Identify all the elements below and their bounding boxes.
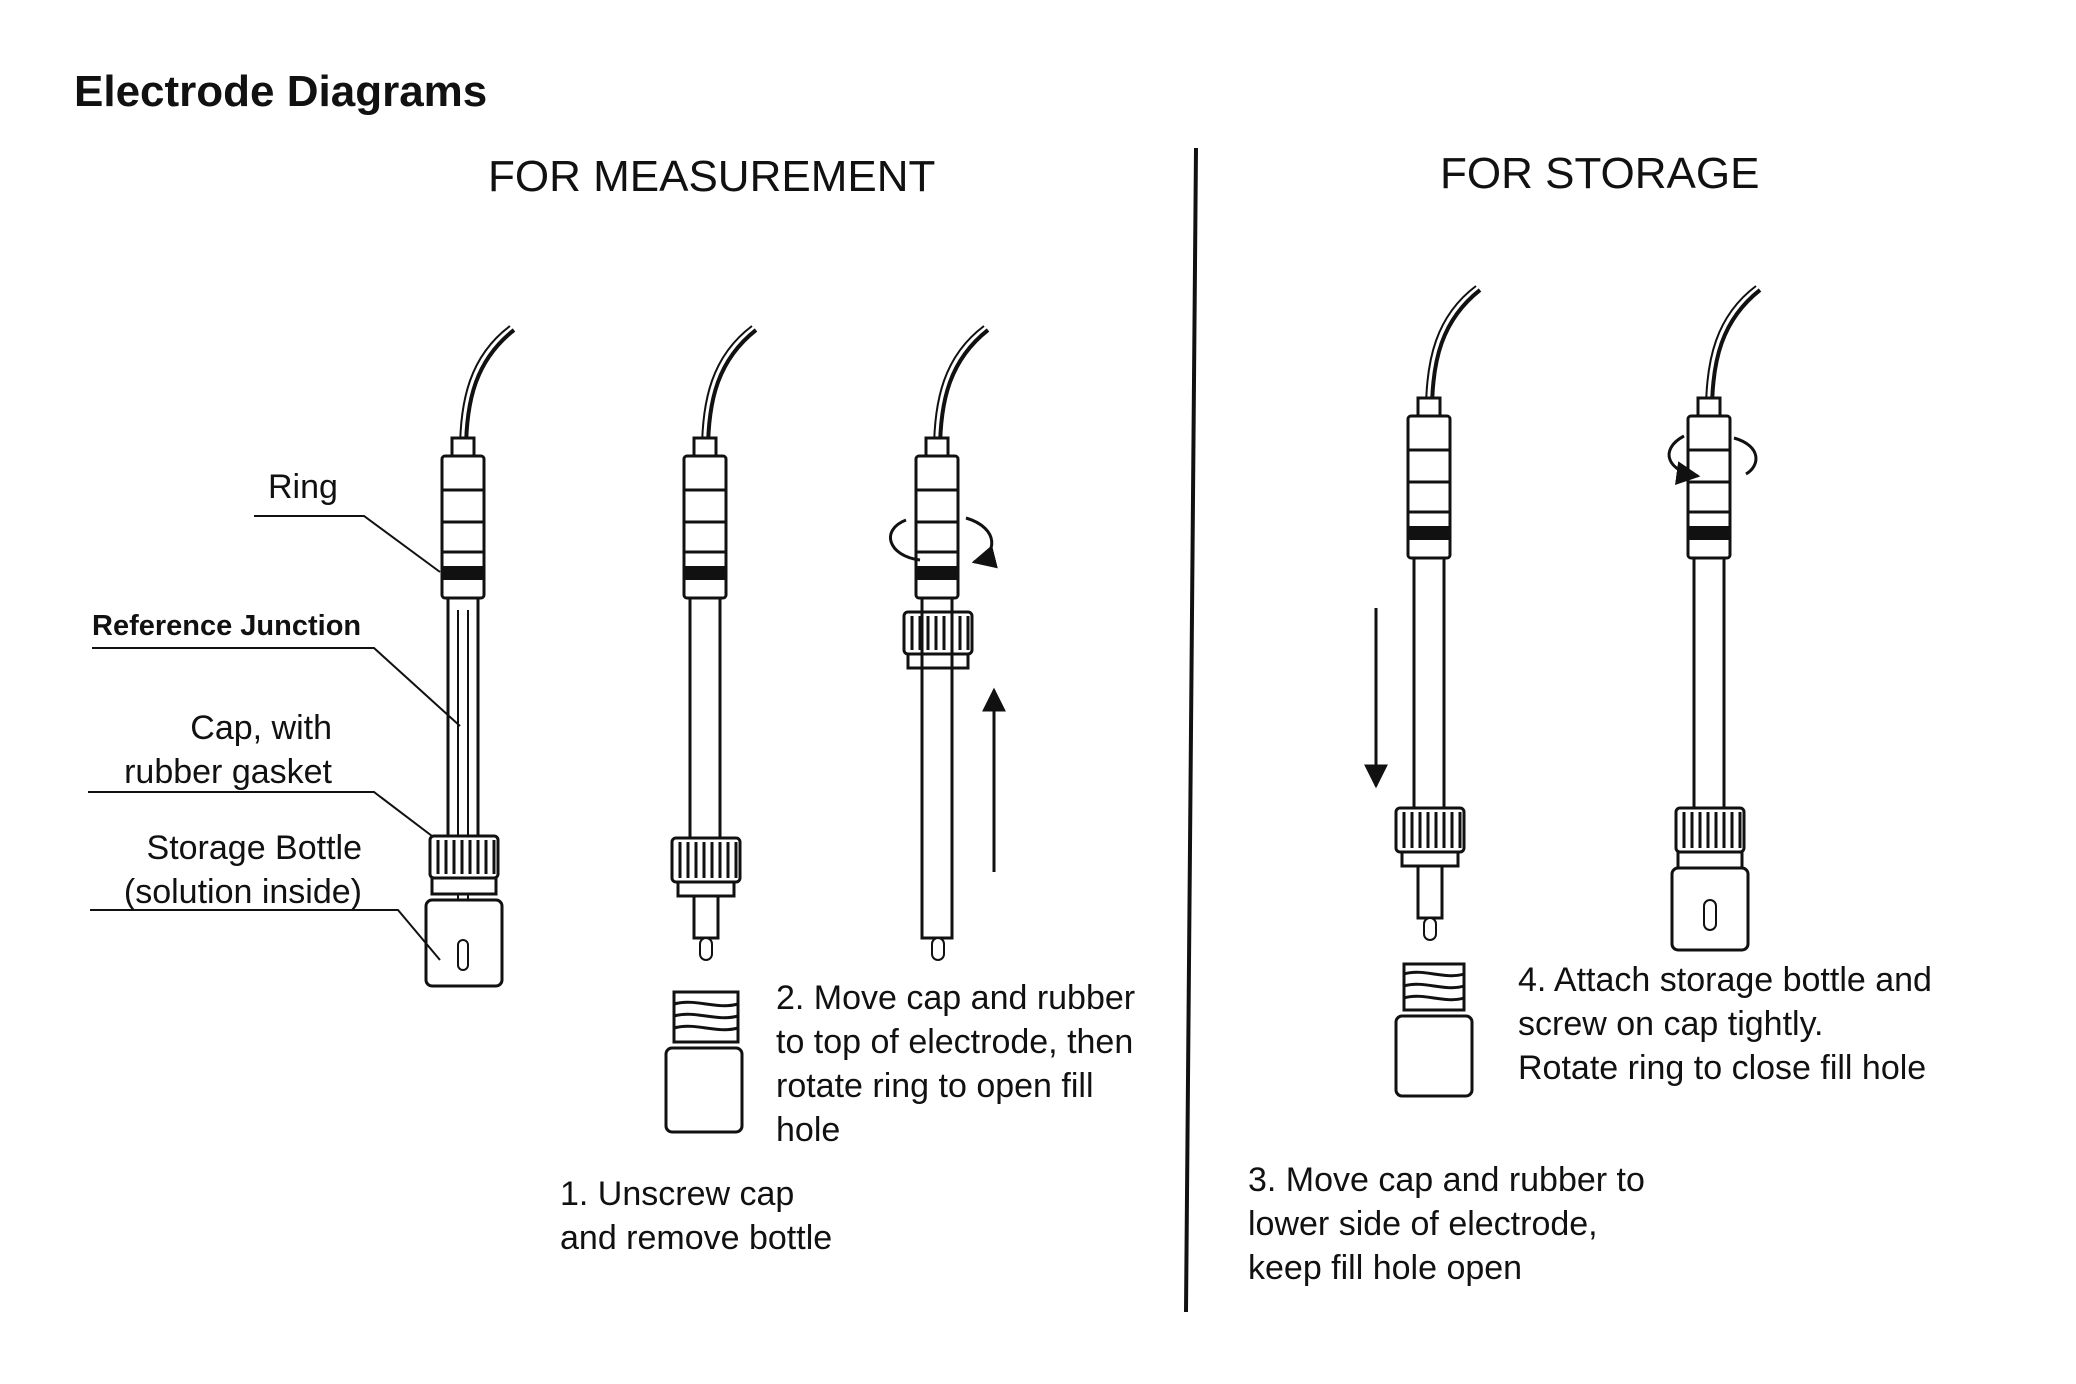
step-1-text: 1. Unscrew cap and remove bottle bbox=[560, 1175, 833, 1257]
reference-junction-label: Reference Junction bbox=[92, 610, 362, 642]
storage-bottle-detached bbox=[1394, 962, 1474, 1098]
page-title: Electrode Diagrams bbox=[74, 67, 488, 116]
rotate-arrow-icon bbox=[1667, 434, 1701, 486]
storage-bottle-label: Storage Bottle (solution inside) bbox=[123, 829, 362, 911]
step-4-text: 4. Attach storage bottle and screw on ca… bbox=[1518, 961, 1932, 1087]
section-heading-storage: FOR STORAGE bbox=[1440, 149, 1760, 198]
section-divider bbox=[1184, 147, 1198, 1313]
electrode-cap-only bbox=[670, 325, 758, 961]
ring-label: Ring bbox=[268, 468, 338, 506]
electrode-storage-closed bbox=[1667, 285, 1762, 952]
electrode-cap-lowered bbox=[1394, 285, 1482, 941]
storage-bottle-removed bbox=[664, 990, 744, 1134]
rotate-arrow-icon bbox=[888, 518, 921, 562]
electrode-cap-top bbox=[888, 325, 998, 961]
section-heading-measurement: FOR MEASUREMENT bbox=[488, 152, 936, 201]
label-leaders bbox=[88, 515, 461, 961]
step-3-text: 3. Move cap and rubber to lower side of … bbox=[1248, 1161, 1645, 1287]
cap-label: Cap, with rubber gasket bbox=[124, 709, 332, 791]
electrode-assembled bbox=[424, 325, 516, 988]
step-2-text: 2. Move cap and rubber to top of electro… bbox=[776, 979, 1136, 1149]
